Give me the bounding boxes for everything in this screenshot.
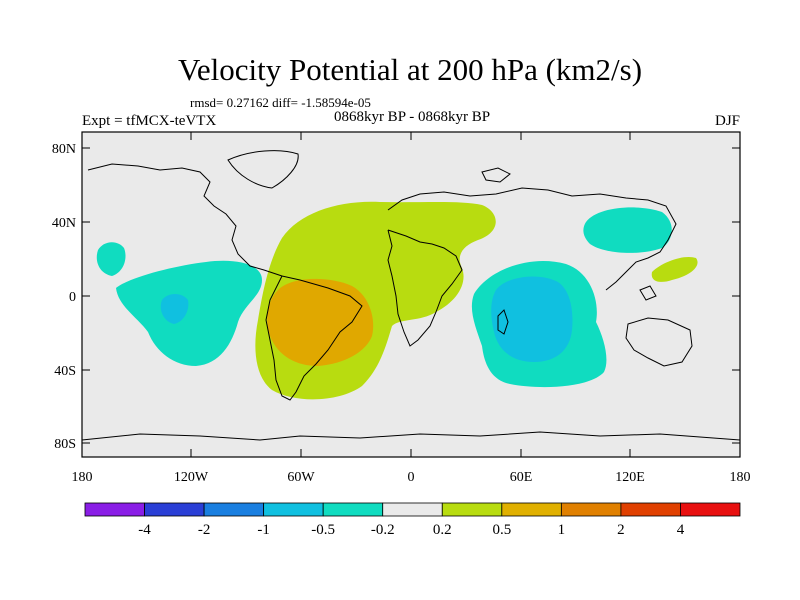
lat-tick-label: 80S (54, 437, 76, 452)
positive-region-west-pacific (651, 256, 698, 282)
colorbar-swatch (441, 502, 503, 517)
colorbar-swatch (263, 502, 324, 517)
lat-tick-label: 40S (54, 364, 76, 379)
lon-tick-label: 120W (174, 470, 209, 485)
lat-tick-label: 40N (52, 216, 76, 231)
colorbar-label: -0.5 (311, 522, 335, 538)
colorbar-swatch (501, 502, 562, 517)
colorbar-swatch (382, 502, 443, 517)
negative-core-east-pacific (160, 294, 189, 324)
lon-tick-label: 180 (72, 470, 93, 485)
lon-tick-label: 0 (408, 470, 415, 485)
colorbar-swatch (84, 502, 145, 517)
colorbar-label: 0.5 (492, 522, 511, 538)
lat-tick-label: 80N (52, 142, 76, 157)
colorbar: -4 -2 -1 -0.5 -0.2 0.2 0.5 1 2 4 (84, 502, 741, 538)
coastlines (82, 150, 740, 441)
colorbar-swatch (322, 502, 384, 517)
negative-region-east-asia (583, 207, 672, 253)
colorbar-label: -4 (138, 522, 151, 538)
colorbar-label: 2 (617, 522, 625, 538)
lon-tick-label: 60E (510, 470, 533, 485)
lon-tick-label: 180 (730, 470, 751, 485)
colorbar-label: 1 (558, 522, 566, 538)
negative-region-north-pacific (96, 242, 126, 276)
colorbar-label: 4 (677, 522, 685, 538)
stats-label: rmsd= 0.27162 diff= -1.58594e-05 (190, 95, 371, 110)
colorbar-swatch (680, 502, 741, 517)
season-label: DJF (715, 113, 740, 129)
figure-title: Velocity Potential at 200 hPa (km2/s) (178, 52, 642, 87)
colorbar-swatch (203, 502, 265, 517)
colorbar-swatch (560, 502, 622, 517)
colorbar-label: -1 (257, 522, 270, 538)
negative-core-indian-ocean (491, 276, 573, 362)
map-frame (81, 131, 741, 458)
lon-tick-label: 120E (615, 470, 645, 485)
latitude-axis: 80N 40N 0 40S 80S (52, 142, 76, 452)
period-label: 0868kyr BP - 0868kyr BP (334, 109, 490, 125)
colorbar-label: 0.2 (433, 522, 452, 538)
longitude-axis: 180 120W 60W 0 60E 120E 180 (72, 470, 751, 485)
lon-tick-label: 60W (287, 470, 315, 485)
experiment-label: Expt = tfMCX-teVTX (82, 113, 216, 129)
colorbar-swatch (620, 502, 681, 517)
lat-tick-label: 0 (69, 290, 76, 305)
negative-region-east-pacific (116, 260, 262, 366)
colorbar-label: -2 (198, 522, 211, 538)
colorbar-swatch (144, 502, 205, 517)
colorbar-label: -0.2 (371, 522, 395, 538)
positive-core-south-america (267, 278, 374, 366)
map-panel (82, 132, 740, 457)
